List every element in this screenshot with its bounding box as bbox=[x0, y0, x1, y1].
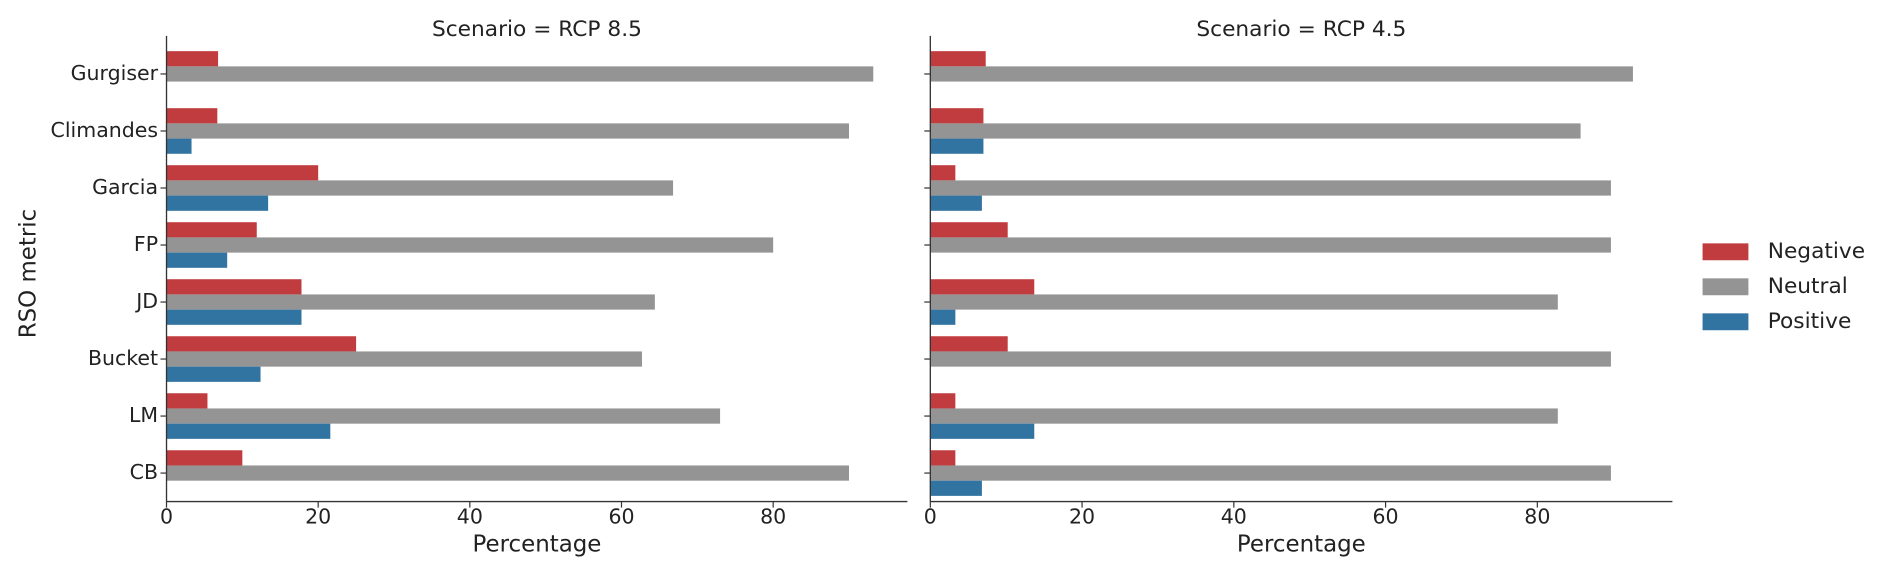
x-tick-label: 80 bbox=[1524, 504, 1550, 528]
y-tick-label: LM bbox=[129, 403, 158, 427]
bar bbox=[166, 237, 774, 253]
x-tick-label: 0 bbox=[160, 504, 173, 528]
bar bbox=[166, 279, 302, 295]
legend-label: Neutral bbox=[1768, 274, 1848, 299]
bar bbox=[166, 252, 228, 268]
bar bbox=[166, 222, 257, 238]
x-tick-label: 60 bbox=[1373, 504, 1399, 528]
bar bbox=[930, 237, 1611, 253]
bar bbox=[930, 450, 956, 466]
bar bbox=[930, 195, 982, 211]
bar bbox=[930, 408, 1558, 424]
bar bbox=[166, 51, 219, 67]
x-tick-label: 80 bbox=[760, 504, 786, 528]
bar bbox=[166, 336, 357, 352]
bar bbox=[166, 465, 849, 481]
bar bbox=[166, 408, 721, 424]
x-tick-label: 60 bbox=[608, 504, 634, 528]
bar bbox=[166, 423, 331, 439]
bar bbox=[166, 66, 874, 82]
y-tick-label: FP bbox=[134, 232, 158, 256]
y-tick-label: Bucket bbox=[88, 346, 158, 370]
y-tick-label: Gurgiser bbox=[71, 61, 159, 85]
x-tick-label: 0 bbox=[924, 504, 937, 528]
bar bbox=[930, 165, 956, 181]
bar bbox=[930, 51, 986, 67]
bar bbox=[166, 366, 261, 382]
legend-label: Positive bbox=[1768, 309, 1852, 334]
bar bbox=[930, 336, 1008, 352]
x-tick-label: 40 bbox=[457, 504, 483, 528]
bar bbox=[166, 108, 218, 124]
y-tick-label: CB bbox=[130, 460, 158, 484]
bar bbox=[166, 294, 655, 310]
x-tick-label: 20 bbox=[305, 504, 331, 528]
bar bbox=[930, 108, 984, 124]
bar bbox=[166, 123, 849, 139]
bar bbox=[930, 222, 1008, 238]
bar bbox=[930, 180, 1611, 196]
bar bbox=[930, 423, 1035, 439]
legend-swatch bbox=[1702, 313, 1749, 331]
x-tick-label: 20 bbox=[1069, 504, 1095, 528]
y-tick-label: Garcia bbox=[92, 175, 158, 199]
bar bbox=[930, 465, 1611, 481]
panel-title: Scenario = RCP 8.5 bbox=[432, 17, 642, 42]
x-tick-label: 40 bbox=[1221, 504, 1247, 528]
bar bbox=[930, 480, 982, 496]
bar bbox=[166, 450, 243, 466]
x-axis-label: Percentage bbox=[1237, 532, 1366, 558]
bar bbox=[930, 393, 956, 409]
bar bbox=[166, 351, 642, 367]
bar bbox=[930, 309, 956, 325]
bar bbox=[930, 351, 1611, 367]
x-axis-label: Percentage bbox=[473, 532, 602, 558]
bar bbox=[930, 138, 984, 154]
y-tick-label: Climandes bbox=[51, 118, 159, 142]
bar bbox=[166, 195, 269, 211]
bar bbox=[166, 393, 208, 409]
y-tick-label: JD bbox=[134, 289, 158, 313]
bar bbox=[930, 294, 1558, 310]
bar bbox=[166, 309, 302, 325]
legend-swatch bbox=[1702, 243, 1749, 261]
legend-swatch bbox=[1702, 278, 1749, 296]
bar bbox=[930, 66, 1633, 82]
y-axis-label: RSO metric bbox=[15, 209, 41, 339]
bar bbox=[166, 138, 192, 154]
bar bbox=[166, 165, 319, 181]
panel-title: Scenario = RCP 4.5 bbox=[1196, 17, 1406, 42]
bar bbox=[930, 123, 1581, 139]
legend-label: Negative bbox=[1768, 239, 1865, 264]
bar bbox=[930, 279, 1035, 295]
bar bbox=[166, 180, 674, 196]
